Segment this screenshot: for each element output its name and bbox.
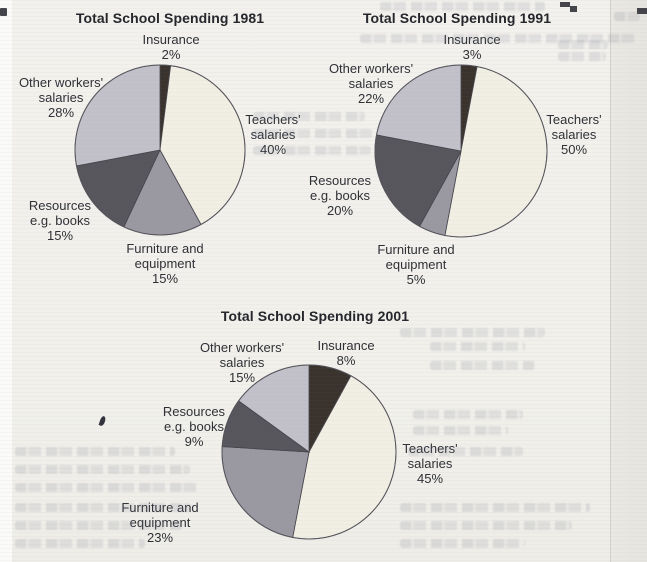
ink-speck-artifact [98, 415, 107, 427]
bleedthrough-text-artifact [430, 342, 525, 351]
bleedthrough-text-artifact [15, 483, 197, 492]
slice-label-resources: Resources e.g. books 15% [28, 198, 92, 243]
slice-label-furniture-equipment: Furniture and equipment 15% [126, 241, 204, 286]
pie-2001 [221, 364, 397, 540]
scan-smudge-artifact [560, 2, 570, 7]
bleedthrough-text-artifact [15, 465, 190, 474]
pie-outline [374, 64, 548, 238]
bleedthrough-text-artifact [558, 40, 608, 49]
bleedthrough-text-artifact [400, 503, 590, 512]
slice-label-other-workers-salaries: Other workers' salaries 22% [328, 61, 414, 106]
bleedthrough-text-artifact [400, 539, 525, 548]
bleedthrough-text-artifact [400, 521, 572, 530]
scan-smudge-artifact [637, 8, 647, 14]
slice-label-insurance: Insurance 2% [142, 32, 200, 62]
slice-label-insurance: Insurance 3% [443, 32, 501, 62]
pie-1991 [374, 64, 548, 238]
scan-smudge-artifact [570, 6, 577, 12]
slice-label-furniture-equipment: Furniture and equipment 23% [121, 500, 199, 545]
slice-label-other-workers-salaries: Other workers' salaries 28% [18, 75, 104, 120]
slice-label-furniture-equipment: Furniture and equipment 5% [377, 242, 455, 287]
slice-label-teachers-salaries: Teachers' salaries 50% [546, 112, 602, 157]
slice-label-resources: Resources e.g. books 20% [308, 173, 372, 218]
slice-label-resources: Resources e.g. books 9% [162, 404, 226, 449]
scan-smudge-artifact [0, 8, 7, 16]
bleedthrough-text-artifact [558, 52, 606, 61]
pie-1981 [74, 64, 246, 236]
bleedthrough-text-artifact [413, 426, 508, 435]
bleedthrough-text-artifact [430, 361, 535, 370]
pie-outline [74, 64, 246, 236]
scan-left-margin [0, 0, 12, 562]
page-edge [610, 0, 647, 562]
slice-label-other-workers-salaries: Other workers' salaries 15% [199, 340, 285, 385]
chart-title-1991: Total School Spending 1991 [362, 10, 552, 26]
slice-label-teachers-salaries: Teachers' salaries 45% [402, 441, 458, 486]
chart-title-1981: Total School Spending 1981 [75, 10, 265, 26]
chart-title-2001: Total School Spending 2001 [220, 308, 410, 324]
slice-label-insurance: Insurance 8% [317, 338, 375, 368]
pie-outline [221, 364, 397, 540]
bleedthrough-text-artifact [413, 410, 523, 419]
bleedthrough-text-artifact [400, 328, 545, 337]
slice-label-teachers-salaries: Teachers' salaries 40% [245, 112, 301, 157]
